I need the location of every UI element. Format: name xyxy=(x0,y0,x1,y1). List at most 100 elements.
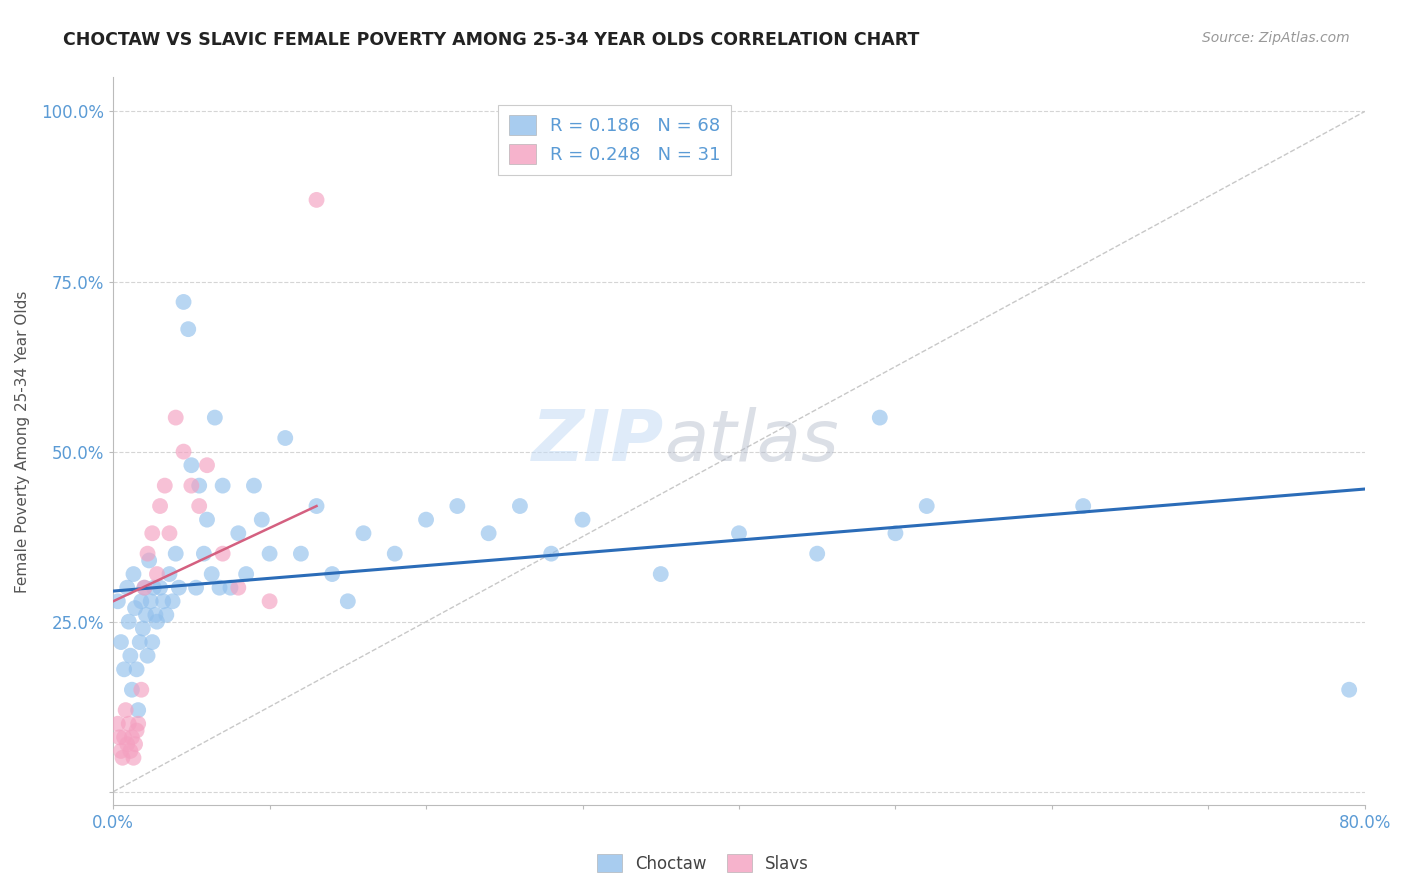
Point xyxy=(211,478,233,492)
Point xyxy=(118,615,141,629)
Point xyxy=(571,513,593,527)
Point xyxy=(121,731,143,745)
Point xyxy=(226,581,249,595)
Point xyxy=(290,547,312,561)
Point xyxy=(107,594,129,608)
Point xyxy=(211,547,233,561)
Point xyxy=(305,499,328,513)
Legend: Choctaw, Slavs: Choctaw, Slavs xyxy=(591,847,815,880)
Point xyxy=(107,716,129,731)
Point xyxy=(806,547,828,561)
Point xyxy=(136,547,159,561)
Point xyxy=(122,567,145,582)
Point xyxy=(173,295,195,310)
Point xyxy=(136,648,159,663)
Legend: R = 0.186   N = 68, R = 0.248   N = 31: R = 0.186 N = 68, R = 0.248 N = 31 xyxy=(498,104,731,175)
Point xyxy=(204,410,226,425)
Point xyxy=(188,478,211,492)
Point xyxy=(165,547,187,561)
Point xyxy=(478,526,501,541)
Point xyxy=(127,703,149,717)
Point xyxy=(115,581,138,595)
Point xyxy=(159,526,181,541)
Point xyxy=(235,567,257,582)
Point xyxy=(250,513,273,527)
Point xyxy=(321,567,343,582)
Point xyxy=(125,662,148,676)
Point xyxy=(149,581,172,595)
Point xyxy=(129,682,152,697)
Text: ZIP: ZIP xyxy=(531,407,664,476)
Point xyxy=(118,716,141,731)
Point xyxy=(259,594,281,608)
Point xyxy=(195,458,218,473)
Point xyxy=(153,478,176,492)
Point xyxy=(274,431,297,445)
Point xyxy=(108,731,131,745)
Point xyxy=(110,744,132,758)
Point xyxy=(121,682,143,697)
Point xyxy=(869,410,891,425)
Point xyxy=(146,567,169,582)
Point xyxy=(188,499,211,513)
Point xyxy=(145,607,167,622)
Point xyxy=(124,601,146,615)
Point xyxy=(112,662,135,676)
Point xyxy=(146,615,169,629)
Point xyxy=(141,635,163,649)
Point xyxy=(884,526,907,541)
Point xyxy=(110,635,132,649)
Point xyxy=(120,648,142,663)
Point xyxy=(193,547,215,561)
Point xyxy=(138,553,160,567)
Point xyxy=(125,723,148,738)
Point xyxy=(180,478,202,492)
Text: atlas: atlas xyxy=(664,407,838,476)
Point xyxy=(167,581,190,595)
Point xyxy=(132,622,155,636)
Point xyxy=(135,607,157,622)
Point xyxy=(165,410,187,425)
Point xyxy=(650,567,672,582)
Point xyxy=(384,547,406,561)
Point xyxy=(180,458,202,473)
Point xyxy=(111,750,134,764)
Point xyxy=(915,499,938,513)
Point xyxy=(152,594,174,608)
Point xyxy=(142,581,165,595)
Point xyxy=(540,547,562,561)
Point xyxy=(129,594,152,608)
Point xyxy=(415,513,437,527)
Point xyxy=(259,547,281,561)
Point xyxy=(120,744,142,758)
Point xyxy=(173,444,195,458)
Point xyxy=(446,499,468,513)
Point xyxy=(728,526,751,541)
Point xyxy=(124,737,146,751)
Point xyxy=(1071,499,1094,513)
Point xyxy=(243,478,266,492)
Point xyxy=(115,737,138,751)
Text: Source: ZipAtlas.com: Source: ZipAtlas.com xyxy=(1202,31,1350,45)
Point xyxy=(114,703,136,717)
Point xyxy=(177,322,200,336)
Point xyxy=(128,635,150,649)
Point xyxy=(122,750,145,764)
Point xyxy=(141,526,163,541)
Point xyxy=(162,594,184,608)
Point xyxy=(353,526,375,541)
Point xyxy=(134,581,156,595)
Point xyxy=(336,594,359,608)
Point xyxy=(149,499,172,513)
Point xyxy=(201,567,224,582)
Text: CHOCTAW VS SLAVIC FEMALE POVERTY AMONG 25-34 YEAR OLDS CORRELATION CHART: CHOCTAW VS SLAVIC FEMALE POVERTY AMONG 2… xyxy=(63,31,920,49)
Point xyxy=(134,581,156,595)
Point xyxy=(1339,682,1361,697)
Point xyxy=(112,731,135,745)
Point xyxy=(208,581,231,595)
Point xyxy=(159,567,181,582)
Point xyxy=(219,581,242,595)
Point xyxy=(226,526,249,541)
Point xyxy=(305,193,328,207)
Y-axis label: Female Poverty Among 25-34 Year Olds: Female Poverty Among 25-34 Year Olds xyxy=(15,290,30,592)
